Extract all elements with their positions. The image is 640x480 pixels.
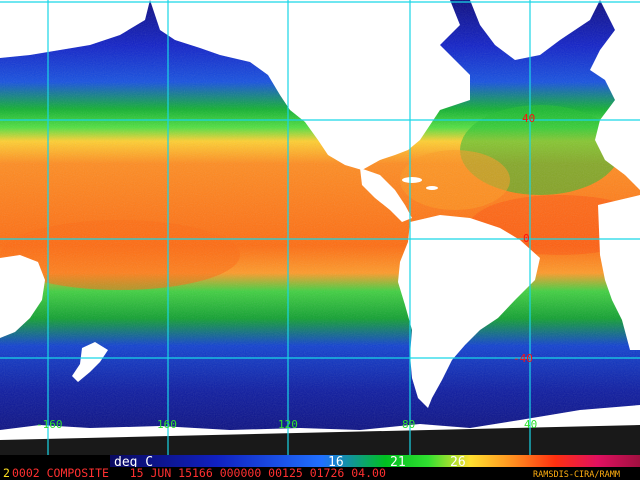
lon-label-4: 80: [402, 418, 415, 431]
lon-label-5: 40: [524, 418, 537, 431]
color-scale-bar: [110, 455, 640, 467]
footer-bar: [0, 467, 640, 480]
scale-tick-21: 21: [390, 455, 406, 470]
land-africa: [598, 195, 640, 350]
scale-tick-16: 16: [328, 455, 344, 470]
polar-shelf: [0, 425, 640, 455]
land-greenland: [470, 0, 600, 60]
land-australia: [0, 255, 45, 338]
scale-unit: deg C: [114, 455, 153, 470]
land-north-america: [150, 0, 470, 170]
lon-label-3: 120: [278, 418, 298, 431]
lat-label-minus40: -40: [513, 352, 533, 365]
lon-label-2: 160: [157, 418, 177, 431]
footer-info-line: 0002 COMPOSITE 15 JUN 15166 000000 00125…: [12, 466, 386, 480]
lon-label-1: -160: [36, 418, 63, 431]
footer-prefix: 2: [3, 466, 10, 480]
lat-label-0: 0: [523, 232, 530, 245]
footer-credit: RAMSDIS-CIRA/RAMM: [533, 470, 620, 480]
land-central-america: [360, 168, 412, 222]
land-europe: [590, 0, 640, 190]
graticule: [0, 0, 640, 455]
land-new-zealand: [72, 342, 108, 382]
land-alaska: [0, 0, 150, 58]
lat-label-40: 40: [522, 112, 535, 125]
land-south-america: [398, 215, 540, 408]
land-cuba: [402, 177, 422, 183]
scale-tick-26: 26: [450, 455, 466, 470]
land: [0, 0, 640, 455]
